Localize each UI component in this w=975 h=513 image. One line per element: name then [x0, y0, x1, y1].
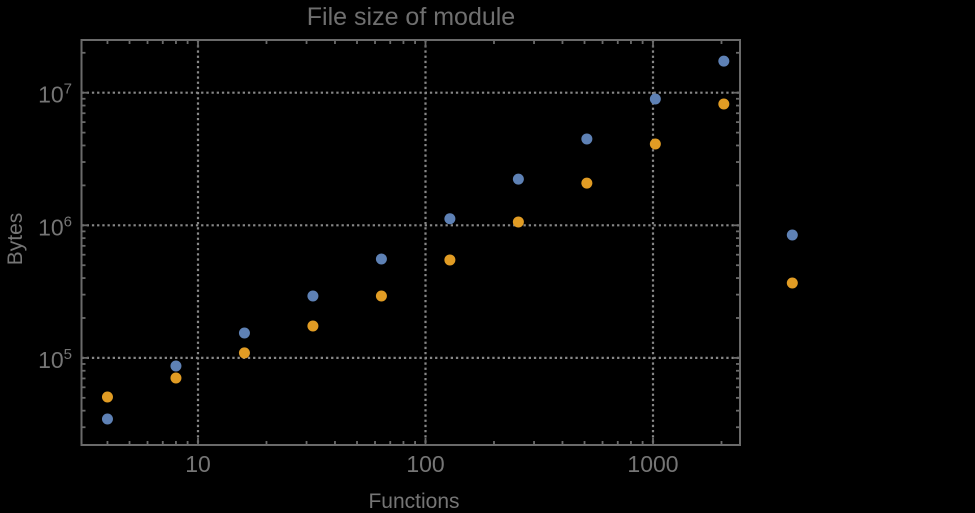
gridlines	[81, 40, 740, 445]
data-point	[307, 320, 319, 332]
data-point	[581, 177, 593, 189]
x-tick-label: 10	[185, 451, 211, 477]
data-point	[512, 173, 524, 185]
axis-ticks	[81, 40, 740, 445]
x-tick-label: 1000	[627, 451, 678, 477]
y-tick-exponent: 7	[64, 81, 72, 98]
data-point	[238, 327, 250, 339]
data-point	[444, 254, 456, 266]
x-axis-label: Functions	[368, 490, 459, 513]
y-tick-label: 106	[38, 213, 72, 240]
y-axis-label: Bytes	[4, 213, 27, 266]
y-tick-exponent: 6	[64, 213, 72, 230]
data-point	[101, 391, 113, 403]
y-tick-label: 105	[38, 346, 72, 373]
data-point	[649, 93, 661, 105]
data-point	[786, 229, 798, 241]
tick-labels: 10 100 1000 105 106 107	[38, 81, 679, 477]
data-point	[718, 98, 730, 110]
data-point	[101, 413, 113, 425]
data-point	[170, 372, 182, 384]
data-point	[307, 290, 319, 302]
data-point	[786, 277, 798, 289]
data-point	[238, 347, 250, 359]
x-tick-label: 100	[406, 451, 444, 477]
y-tick-label: 107	[38, 81, 72, 108]
data-point	[170, 360, 182, 372]
data-point	[444, 213, 456, 225]
data-point	[375, 290, 387, 302]
data-point	[581, 133, 593, 145]
data-point	[512, 216, 524, 228]
data-point	[649, 138, 661, 150]
series-orange-points	[101, 98, 798, 403]
y-tick-exponent: 5	[64, 346, 72, 363]
data-point	[718, 55, 730, 67]
chart-title: File size of module	[307, 3, 515, 31]
series-blue-points	[101, 55, 798, 425]
data-points-layer	[101, 55, 798, 425]
plot-frame	[80, 39, 741, 446]
data-point	[375, 253, 387, 265]
